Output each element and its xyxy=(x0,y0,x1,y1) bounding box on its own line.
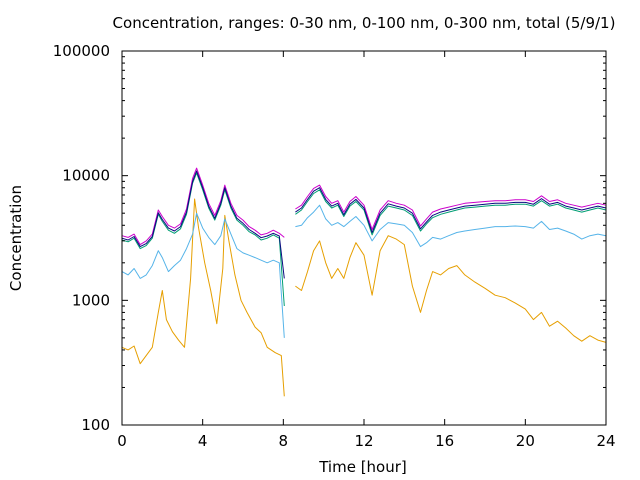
axes-layer: 0 4 8 12 16 20 24 100 1000 10000 100000 xyxy=(53,42,616,450)
chart-title: Concentration, ranges: 0-30 nm, 0-100 nm… xyxy=(113,14,616,32)
y-tick-label: 10000 xyxy=(62,167,110,185)
x-tick-label: 16 xyxy=(435,432,454,450)
series-line-2 xyxy=(295,235,607,343)
x-tick-label: 12 xyxy=(354,432,373,450)
x-axis-label: Time [hour] xyxy=(318,458,407,476)
series-line-8 xyxy=(295,184,607,230)
series-line-1 xyxy=(121,198,285,397)
x-tick-label: 0 xyxy=(117,432,127,450)
series-line-5 xyxy=(121,172,285,307)
x-tick-label: 4 xyxy=(198,432,208,450)
series-line-9 xyxy=(121,170,285,279)
y-tick-label: 1000 xyxy=(72,291,110,309)
y-axis-label: Concentration xyxy=(7,185,25,291)
series-line-3 xyxy=(121,212,285,338)
series-line-10 xyxy=(295,187,607,233)
x-tick-label: 24 xyxy=(596,432,615,450)
series-line-6 xyxy=(295,189,607,236)
series-layer xyxy=(121,167,607,397)
x-tick-label: 20 xyxy=(516,432,535,450)
series-line-7 xyxy=(121,167,285,246)
y-tick-label: 100 xyxy=(81,416,110,434)
y-tick-label: 100000 xyxy=(53,42,110,60)
series-line-4 xyxy=(295,204,607,248)
x-tick-label: 8 xyxy=(279,432,289,450)
